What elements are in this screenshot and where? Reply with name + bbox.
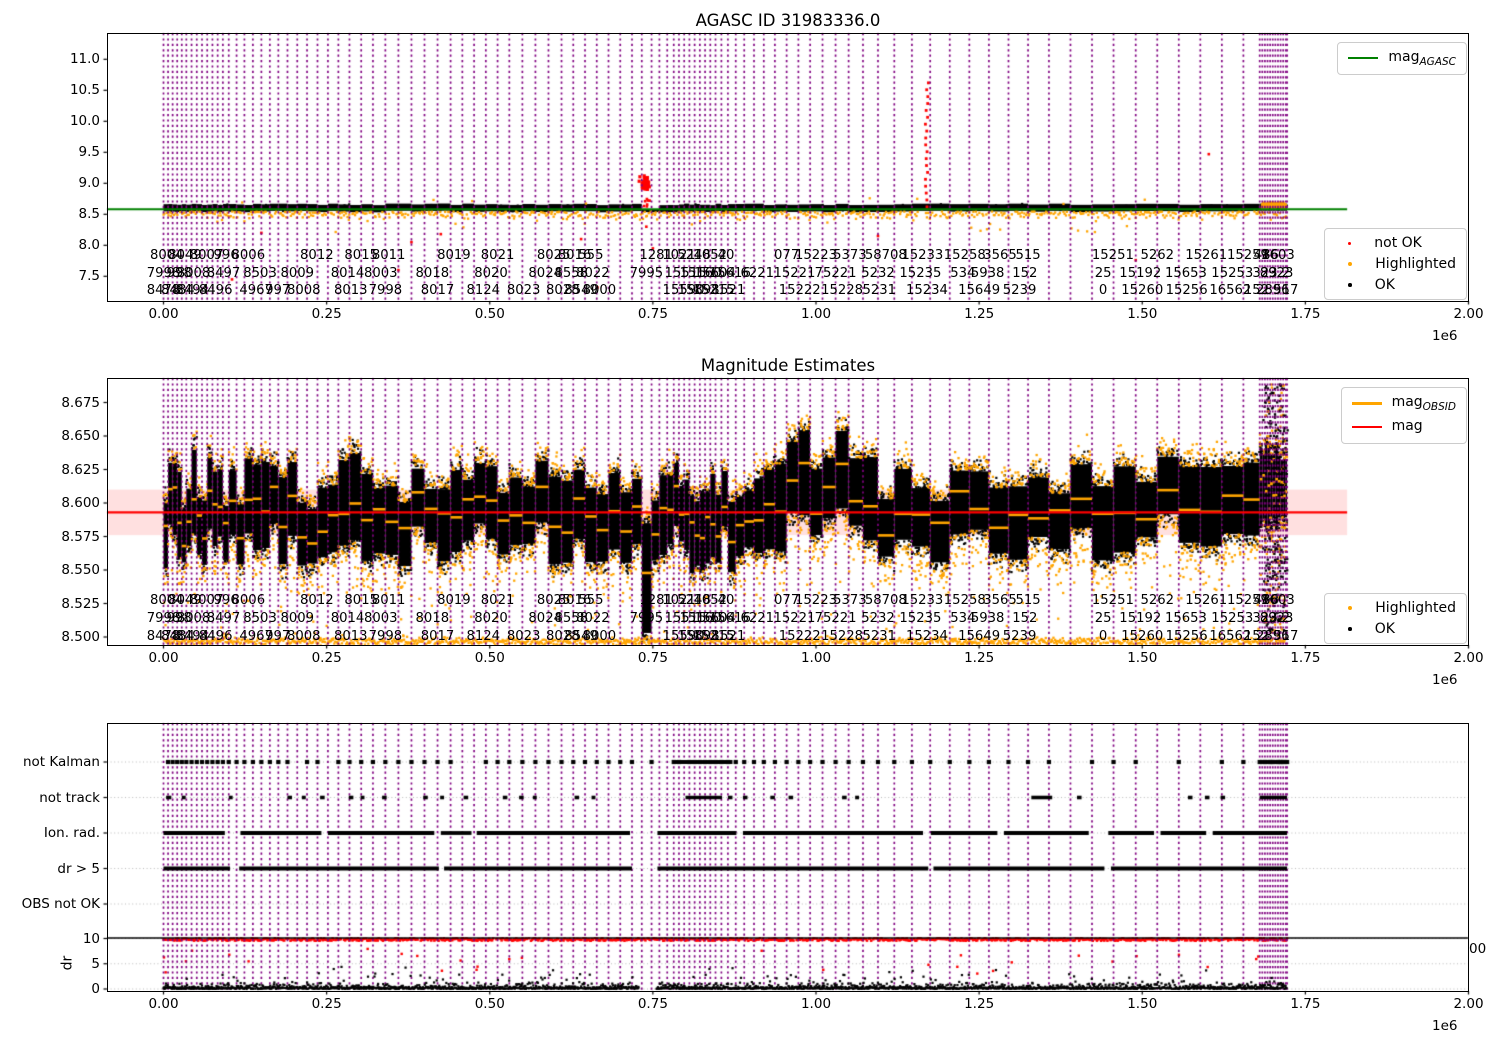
legend-label: magOBSID — [1391, 394, 1456, 413]
legend-label: Highlighted — [1375, 256, 1456, 272]
black-dot-swatch — [1348, 283, 1352, 287]
middle-plot-title: Magnitude Estimates — [700, 356, 876, 375]
red-dot-swatch — [1348, 241, 1352, 245]
legend-label: Highlighted — [1375, 600, 1456, 616]
orange-dot-swatch — [1348, 262, 1353, 266]
red-line-swatch — [1351, 426, 1382, 429]
legend-entry-mag-obsid: magOBSID — [1351, 394, 1456, 413]
legend-label: magAGASC — [1388, 49, 1456, 68]
legend-top-points: not OK Highlighted OK — [1324, 228, 1467, 300]
legend-entry-mag: mag — [1351, 417, 1456, 437]
legend-entry-not-ok: not OK — [1335, 235, 1456, 251]
black-dot-swatch — [1348, 627, 1352, 631]
dr-axis-label: dr — [59, 955, 76, 971]
orange-line-swatch — [1351, 401, 1382, 405]
legend-middle-points: Highlighted OK — [1324, 593, 1467, 644]
legend-mag-lines: magOBSID mag — [1340, 387, 1467, 444]
legend-label: mag — [1391, 417, 1423, 434]
legend-label: OK — [1374, 621, 1395, 637]
legend-entry-ok: OK — [1335, 277, 1456, 293]
legend-entry-mag-agasc: magAGASC — [1348, 49, 1456, 68]
legend-entry-highlighted: Highlighted — [1335, 600, 1456, 616]
green-line-swatch — [1348, 57, 1379, 60]
legend-label: OK — [1374, 277, 1395, 293]
legend-label: not OK — [1374, 235, 1422, 251]
orange-dot-swatch — [1348, 606, 1353, 610]
legend-entry-highlighted: Highlighted — [1335, 256, 1456, 272]
legend-entry-ok: OK — [1335, 621, 1456, 637]
top-plot-title: AGASC ID 31983336.0 — [695, 11, 881, 30]
legend-mag-agasc: magAGASC — [1337, 42, 1467, 75]
clipped-tick-label: 00 — [1469, 941, 1487, 957]
